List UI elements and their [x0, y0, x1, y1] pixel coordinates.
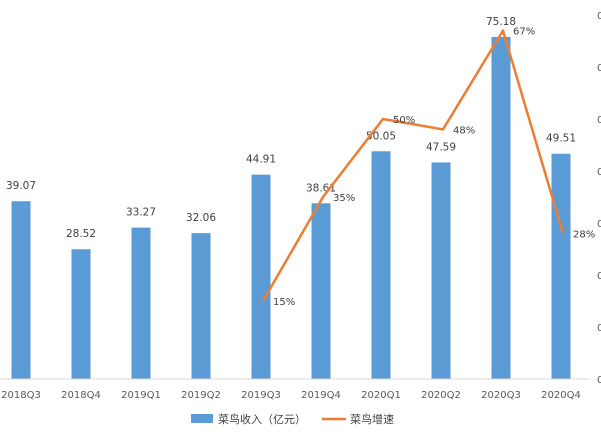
growth-data-labels: 15% 35% 50% 48% 67% 28%	[273, 27, 595, 308]
right-tick-10: 0	[597, 323, 601, 334]
bar-2019Q1	[131, 227, 151, 379]
right-tick-30: 0	[597, 219, 601, 230]
growth-label-2020Q1: 50%	[393, 115, 415, 126]
bar-label-2018Q3: 39.07	[6, 180, 36, 192]
legend: 菜鸟收入（亿元） 菜鸟增速	[191, 412, 394, 426]
bar-2020Q4	[551, 153, 571, 379]
bar-2019Q2	[191, 233, 211, 379]
right-tick-20: 0	[597, 271, 601, 282]
growth-label-2019Q3: 15%	[273, 297, 295, 308]
legend-line-label: 菜鸟增速	[350, 412, 394, 426]
bar-2020Q3	[491, 36, 511, 379]
growth-label-2020Q3: 67%	[513, 27, 535, 38]
bar-2018Q4	[71, 249, 91, 379]
right-tick-40: 0	[597, 167, 601, 178]
bar-series	[11, 36, 571, 379]
x-tick-2019Q3: 2019Q3	[241, 390, 281, 401]
x-tick-2019Q1: 2019Q1	[121, 390, 161, 401]
bar-label-2020Q2: 47.59	[426, 141, 456, 153]
growth-line	[261, 29, 565, 302]
bar-label-2019Q3: 44.91	[246, 154, 276, 166]
right-tick-0: 0	[597, 375, 601, 386]
bar-label-2019Q1: 33.27	[126, 207, 156, 219]
bar-label-2020Q3: 75.18	[486, 16, 516, 28]
x-tick-labels: 2018Q3 2018Q4 2019Q1 2019Q2 2019Q3 2019Q4 2020…	[1, 390, 581, 401]
bar-label-2019Q2: 32.06	[186, 212, 216, 224]
bar-2019Q3	[251, 174, 271, 379]
bar-2020Q2	[431, 162, 451, 379]
growth-label-2019Q4: 35%	[333, 193, 355, 204]
x-tick-2019Q4: 2019Q4	[301, 390, 341, 401]
right-axis-ticks: 0 0 0 0 0 0 0 0	[597, 11, 601, 386]
x-tick-2019Q2: 2019Q2	[181, 390, 221, 401]
x-tick-2020Q3: 2020Q3	[481, 390, 521, 401]
bar-2018Q3	[11, 201, 31, 379]
bar-2020Q1	[371, 151, 391, 379]
growth-label-2020Q2: 48%	[453, 125, 475, 136]
right-tick-50: 0	[597, 115, 601, 126]
x-tick-2020Q1: 2020Q1	[361, 390, 401, 401]
bar-2019Q4	[311, 203, 331, 379]
bar-label-2020Q4: 49.51	[546, 133, 576, 145]
growth-label-2020Q4: 28%	[573, 229, 595, 240]
right-tick-60: 0	[597, 63, 601, 74]
x-tick-2020Q4: 2020Q4	[541, 390, 581, 401]
x-tick-2018Q4: 2018Q4	[61, 390, 101, 401]
legend-bar-label: 菜鸟收入（亿元）	[218, 412, 306, 426]
x-tick-2020Q2: 2020Q2	[421, 390, 461, 401]
growth-line-series	[261, 29, 565, 302]
right-tick-70: 0	[597, 11, 601, 22]
bar-label-2018Q4: 28.52	[66, 228, 96, 240]
x-tick-2018Q3: 2018Q3	[1, 390, 41, 401]
legend-bar-swatch	[191, 414, 213, 423]
